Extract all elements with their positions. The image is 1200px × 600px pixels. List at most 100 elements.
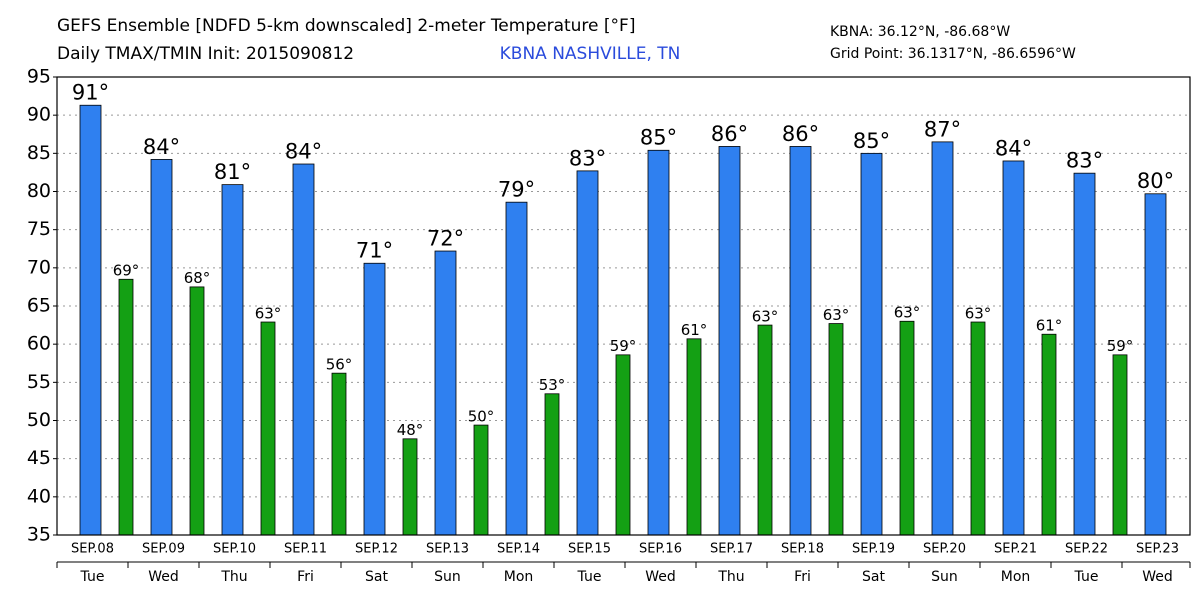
- y-tick-label: 80: [27, 180, 51, 202]
- bar: [1073, 172, 1096, 536]
- x-tick-label: SEP.13: [426, 542, 469, 557]
- weekday-label: Sat: [365, 569, 388, 585]
- plot-frame: [56, 76, 1191, 536]
- weekday-label: Tue: [577, 569, 602, 585]
- bar: [757, 324, 773, 536]
- bar: [931, 141, 954, 536]
- bar: [1041, 333, 1057, 536]
- bar: [1002, 160, 1025, 536]
- weekday-label: Wed: [645, 569, 676, 585]
- bar: [789, 146, 812, 536]
- value-label: 63°: [823, 306, 850, 324]
- x-tick-label: SEP.16: [639, 542, 682, 557]
- y-tick-label: 35: [27, 524, 51, 546]
- value-label: 59°: [1107, 337, 1134, 355]
- x-tick-label: SEP.09: [142, 542, 185, 557]
- weekday-label: Thu: [717, 569, 744, 585]
- weekday-label: Thu: [220, 569, 247, 585]
- y-tick-label: 75: [27, 218, 51, 240]
- value-label: 63°: [752, 307, 779, 325]
- value-label: 71°: [356, 239, 393, 263]
- x-tick-label: SEP.21: [994, 542, 1037, 557]
- y-tick-label: 45: [27, 447, 51, 469]
- bar: [686, 338, 702, 536]
- weekday-label: Wed: [148, 569, 179, 585]
- value-label: 61°: [1036, 316, 1063, 334]
- bar: [363, 262, 386, 536]
- weekday-label: Tue: [1074, 569, 1099, 585]
- bar: [1144, 193, 1167, 536]
- x-tick-label: SEP.10: [213, 542, 256, 557]
- x-tick-label: SEP.20: [923, 542, 966, 557]
- value-label: 50°: [468, 407, 495, 425]
- bar: [260, 321, 276, 536]
- bar: [221, 184, 244, 536]
- value-label: 59°: [610, 337, 637, 355]
- bar: [1112, 354, 1128, 536]
- weekday-label: Sun: [931, 569, 958, 585]
- bar: [189, 286, 205, 536]
- y-tick-label: 40: [27, 485, 51, 507]
- value-label: 91°: [72, 81, 109, 105]
- value-label: 83°: [569, 146, 606, 170]
- chart-title: GEFS Ensemble [NDFD 5-km downscaled] 2-m…: [57, 16, 635, 36]
- y-tick-label: 50: [27, 409, 51, 431]
- x-tick-label: SEP.19: [852, 542, 895, 557]
- y-tick-label: 65: [27, 295, 51, 317]
- value-label: 80°: [1137, 169, 1174, 193]
- value-label: 84°: [285, 139, 322, 163]
- value-label: 87°: [924, 117, 961, 141]
- value-label: 56°: [326, 355, 353, 373]
- location: KBNA NASHVILLE, TN: [500, 44, 681, 64]
- x-tick-label: SEP.15: [568, 542, 611, 557]
- y-tick-label: 90: [27, 104, 51, 126]
- weekday-label: Wed: [1142, 569, 1173, 585]
- value-label: 69°: [113, 262, 140, 280]
- bar: [615, 354, 631, 536]
- grid-point: Grid Point: 36.1317°N, -86.6596°W: [830, 46, 1076, 62]
- x-tick-label: SEP.12: [355, 542, 398, 557]
- bar: [505, 201, 528, 536]
- value-label: 85°: [640, 126, 677, 150]
- value-label: 53°: [539, 376, 566, 394]
- value-label: 72°: [427, 226, 464, 250]
- value-label: 61°: [681, 321, 708, 339]
- value-label: 83°: [1066, 149, 1103, 173]
- bar: [331, 372, 347, 536]
- chart-subtitle: Daily TMAX/TMIN Init: 2015090812: [57, 44, 354, 64]
- y-tick-label: 85: [27, 142, 51, 164]
- bar: [899, 320, 915, 536]
- bar: [118, 278, 134, 536]
- value-label: 79°: [498, 178, 535, 202]
- y-tick-label: 60: [27, 333, 51, 355]
- value-label: 85°: [853, 129, 890, 153]
- x-tick-label: SEP.11: [284, 542, 327, 557]
- weekday-label: Tue: [80, 569, 105, 585]
- weekday-label: Mon: [504, 569, 534, 585]
- x-tick-label: SEP.14: [497, 542, 540, 557]
- y-tick-label: 70: [27, 256, 51, 278]
- bar: [647, 149, 670, 536]
- bar: [860, 152, 883, 536]
- bar: [79, 104, 102, 536]
- value-label: 84°: [143, 135, 180, 159]
- bar: [544, 393, 560, 536]
- weekday-label: Fri: [297, 569, 314, 585]
- y-tick-label: 55: [27, 371, 51, 393]
- x-tick-label: SEP.08: [71, 542, 114, 557]
- x-tick-label: SEP.22: [1065, 542, 1108, 557]
- x-tick-label: SEP.18: [781, 542, 824, 557]
- value-label: 84°: [995, 136, 1032, 160]
- value-label: 48°: [397, 421, 424, 439]
- value-label: 63°: [255, 304, 282, 322]
- y-tick-label: 95: [27, 66, 51, 88]
- bar: [402, 438, 418, 536]
- weekday-label: Sun: [434, 569, 461, 585]
- value-label: 86°: [782, 122, 819, 146]
- bar: [576, 170, 599, 536]
- x-tick-label: SEP.23: [1136, 542, 1179, 557]
- value-label: 63°: [894, 304, 921, 322]
- value-label: 86°: [711, 122, 748, 146]
- weekday-label: Fri: [794, 569, 811, 585]
